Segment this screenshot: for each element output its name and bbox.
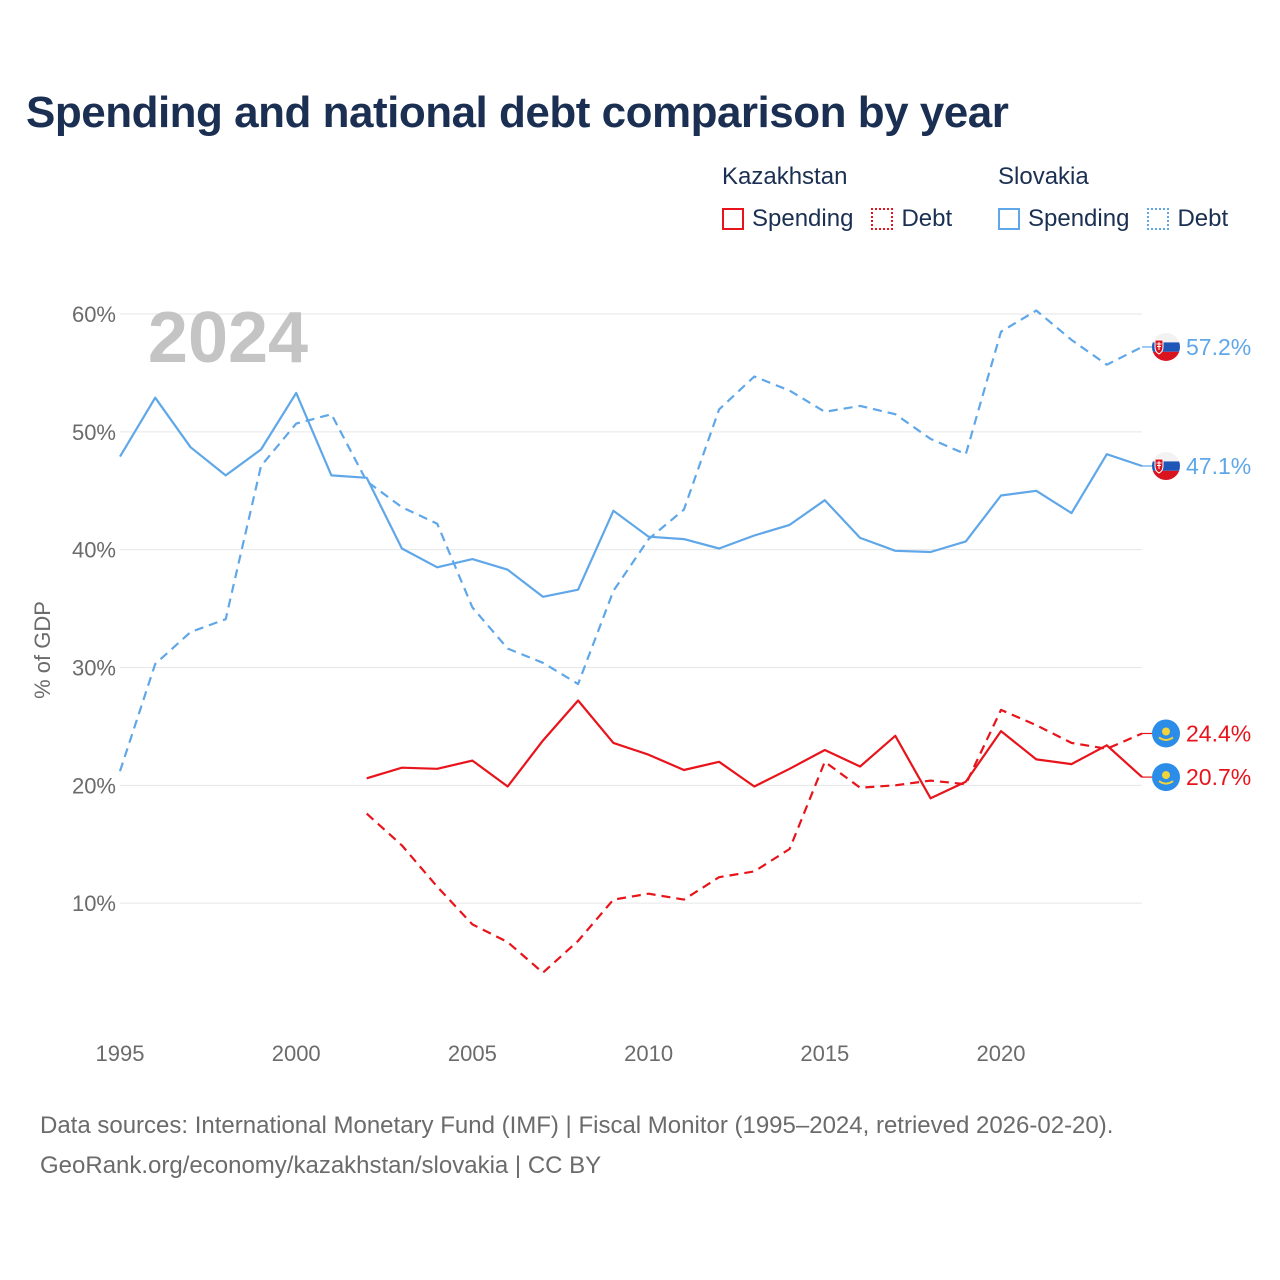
end-value-label: 47.1%: [1186, 453, 1251, 479]
legend-label: Debt: [901, 205, 953, 232]
legend-label: Spending: [752, 205, 854, 232]
x-tick-label: 2020: [977, 1041, 1026, 1066]
line-chart: 10% 20% 30% 40% 50% 60% 1995 2000 2005 2010 2015 2…: [30, 298, 1251, 1066]
series-lines: [118, 309, 1143, 974]
grid-lines: [120, 313, 1142, 904]
series-line-kazakhstan-spending[interactable]: [366, 699, 1143, 800]
legend-swatch-solid-red: [722, 208, 744, 230]
end-label-slovakia-debt: 57.2%: [1142, 332, 1251, 361]
legend-item-slovakia-debt[interactable]: Debt: [1147, 205, 1228, 233]
legend-item-kazakhstan-spending[interactable]: Spending: [722, 205, 853, 233]
y-tick-label: 60%: [72, 302, 116, 327]
y-tick-label: 10%: [72, 891, 116, 916]
x-tick-label: 1995: [96, 1041, 145, 1066]
end-label-kazakhstan-spending: 20.7%: [1142, 763, 1251, 792]
year-label: 2024: [148, 298, 308, 378]
legend-country-slovakia: Slovakia: [998, 163, 1089, 190]
legend-label: Spending: [1028, 205, 1130, 232]
y-tick-label: 50%: [72, 420, 116, 445]
legend-item-kazakhstan-debt[interactable]: Debt: [871, 205, 952, 233]
kazakhstan-flag-icon: [1152, 763, 1180, 792]
series-line-slovakia-debt[interactable]: [118, 309, 1143, 772]
end-labels: 47.1% 57.2% 20.7% 24.4%: [1142, 332, 1251, 792]
series-line-slovakia-spending[interactable]: [119, 391, 1143, 598]
x-tick-label: 2005: [448, 1041, 497, 1066]
y-tick-label: 20%: [72, 773, 116, 798]
sources-line-1: Data sources: International Monetary Fun…: [40, 1112, 1114, 1139]
slovakia-flag-icon: [1152, 332, 1180, 361]
end-label-kazakhstan-debt: 24.4%: [1142, 719, 1251, 748]
y-tick-label: 40%: [72, 538, 116, 563]
y-axis-ticks: 10% 20% 30% 40% 50% 60%: [72, 302, 116, 916]
chart-title: Spending and national debt comparison by…: [26, 88, 1009, 137]
x-tick-label: 2015: [800, 1041, 849, 1066]
data-sources: Data sources: International Monetary Fun…: [40, 1106, 1113, 1186]
legend-item-slovakia-spending[interactable]: Spending: [998, 205, 1129, 233]
legend-row-slovakia: Spending Debt: [998, 205, 1228, 233]
legend-country-kazakhstan: Kazakhstan: [722, 163, 848, 190]
legend-swatch-solid-blue: [998, 208, 1020, 230]
legend-swatch-dotted-red: [871, 208, 894, 230]
slovakia-flag-icon: [1152, 452, 1180, 481]
legend-row-kazakhstan: Spending Debt: [722, 205, 970, 233]
legend-label: Debt: [1177, 205, 1229, 232]
kazakhstan-flag-icon: [1152, 719, 1180, 748]
y-axis-label: % of GDP: [30, 601, 55, 699]
legend-swatch-dotted-blue: [1147, 208, 1170, 230]
end-value-label: 20.7%: [1186, 764, 1251, 790]
end-value-label: 57.2%: [1186, 334, 1251, 360]
x-tick-label: 2000: [272, 1041, 321, 1066]
end-label-slovakia-spending: 47.1%: [1142, 452, 1251, 481]
x-axis-ticks: 1995 2000 2005 2010 2015 2020: [96, 1041, 1026, 1066]
y-tick-label: 30%: [72, 656, 116, 681]
end-value-label: 24.4%: [1186, 720, 1251, 746]
series-line-kazakhstan-debt[interactable]: [365, 708, 1143, 974]
x-tick-label: 2010: [624, 1041, 673, 1066]
sources-line-2[interactable]: GeoRank.org/economy/kazakhstan/slovakia …: [40, 1152, 602, 1179]
